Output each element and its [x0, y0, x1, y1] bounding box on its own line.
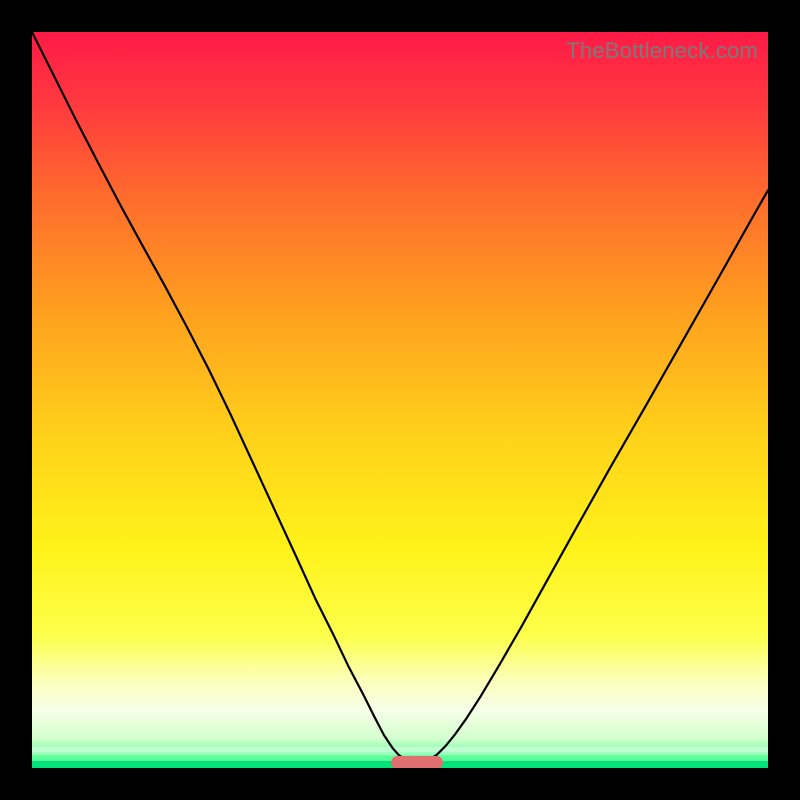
bottleneck-curve	[32, 32, 768, 768]
frame: TheBottleneck.com	[0, 0, 800, 800]
plot-area: TheBottleneck.com	[32, 32, 768, 768]
optimal-marker	[391, 756, 443, 768]
watermark-text: TheBottleneck.com	[566, 38, 758, 64]
